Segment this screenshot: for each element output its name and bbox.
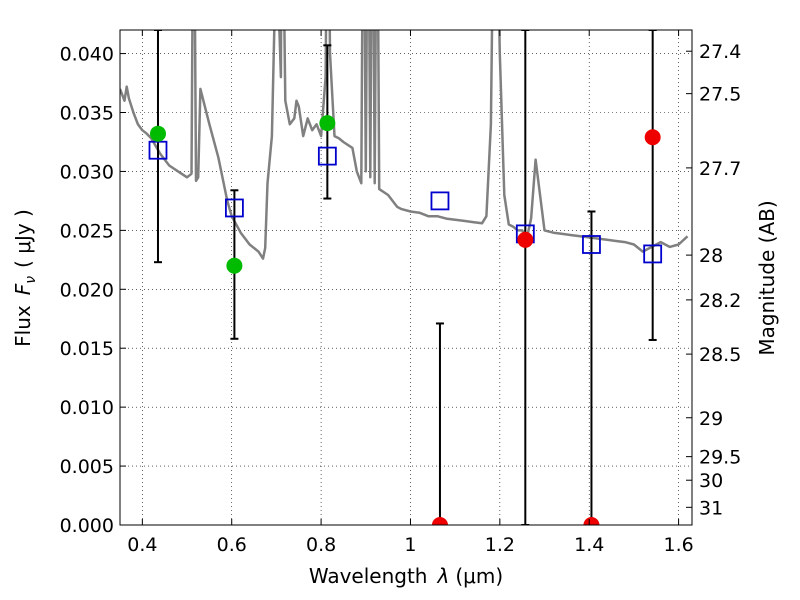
measured-flux-point [583,517,600,525]
magnitude-axis-ticks: 27.4 27.5 27.7 28 28.2 28.5 29 29.530 31 [686,41,741,519]
magnitude-axis-label: Magnitude (AB) [755,200,779,355]
y-axis-label-text: Flux [11,305,35,347]
magnitude-tick-label: 27.7 [699,158,741,180]
x-tick-label: 1.2 [485,534,515,556]
model-photometry-square [317,146,337,166]
plot-frame [119,29,693,526]
model-spectrum-line [120,30,689,260]
model-photometry-points [148,140,663,264]
y-tick-label: 0.030 [60,161,114,183]
magnitude-tick-label: 28.2 [699,290,741,312]
measured-flux-point [149,125,166,142]
measured-flux-point [431,517,448,525]
measured-flux-point [319,115,336,132]
magnitude-tick-label: 31 [699,497,723,519]
y-axis-ticks: 0.000 0.005 0.010 0.015 0.020 0.025 0.030 0.035… [60,44,126,537]
y-tick-label: 0.000 [60,515,114,537]
magnitude-tick-label: 29.5 [699,447,741,469]
magnitude-tick-label: 27.4 [699,41,741,63]
y-tick-label: 0.020 [60,279,114,301]
magnitude-tick-label: 29 [699,408,723,430]
model-photometry-square [430,191,450,211]
x-axis-label: Wavelength λ (μm) [309,564,503,588]
x-axis-label-unit: (μm) [455,564,503,588]
error-bars [153,30,657,525]
x-axis-label-symbol: λ [437,564,450,588]
x-tick-label: 0.4 [127,534,157,556]
y-tick-label: 0.005 [60,456,114,478]
measured-flux-point [517,231,534,248]
plot-area [120,30,689,525]
x-tick-label: 0.6 [217,534,247,556]
model-photometry-square [224,198,244,218]
model-photometry-square [582,235,601,254]
y-axis-label: Flux Fν ( μJy ) [11,209,39,347]
y-axis-label-symbol: F [11,283,35,295]
grid [120,30,692,526]
measured-flux-point [644,129,661,146]
x-axis-ticks: 0.4 0.6 0.8 1 1.2 1.4 1.6 [127,30,694,556]
y-axis-label-unit: ( μJy ) [11,209,35,268]
measured-flux-point [226,257,243,274]
y-tick-label: 0.035 [60,103,114,125]
magnitude-tick-label: 27.5 [699,84,741,106]
magnitude-tick-label: 30 [699,470,723,492]
x-axis-label-text: Wavelength [309,564,428,588]
y-tick-label: 0.015 [60,338,114,360]
y-tick-label: 0.010 [60,397,114,419]
x-tick-label: 1.6 [663,534,693,556]
y-tick-label: 0.025 [60,220,114,242]
magnitude-tick-label: 28.5 [699,344,741,366]
y-axis-label-subscript: ν [23,276,39,284]
magnitude-tick-label: 28 [699,245,723,267]
x-tick-label: 1 [404,534,416,556]
x-tick-label: 0.8 [306,534,336,556]
model-photometry-square [643,244,663,264]
measured-flux-points [149,115,661,525]
x-tick-label: 1.4 [574,534,604,556]
y-tick-label: 0.040 [60,44,114,66]
